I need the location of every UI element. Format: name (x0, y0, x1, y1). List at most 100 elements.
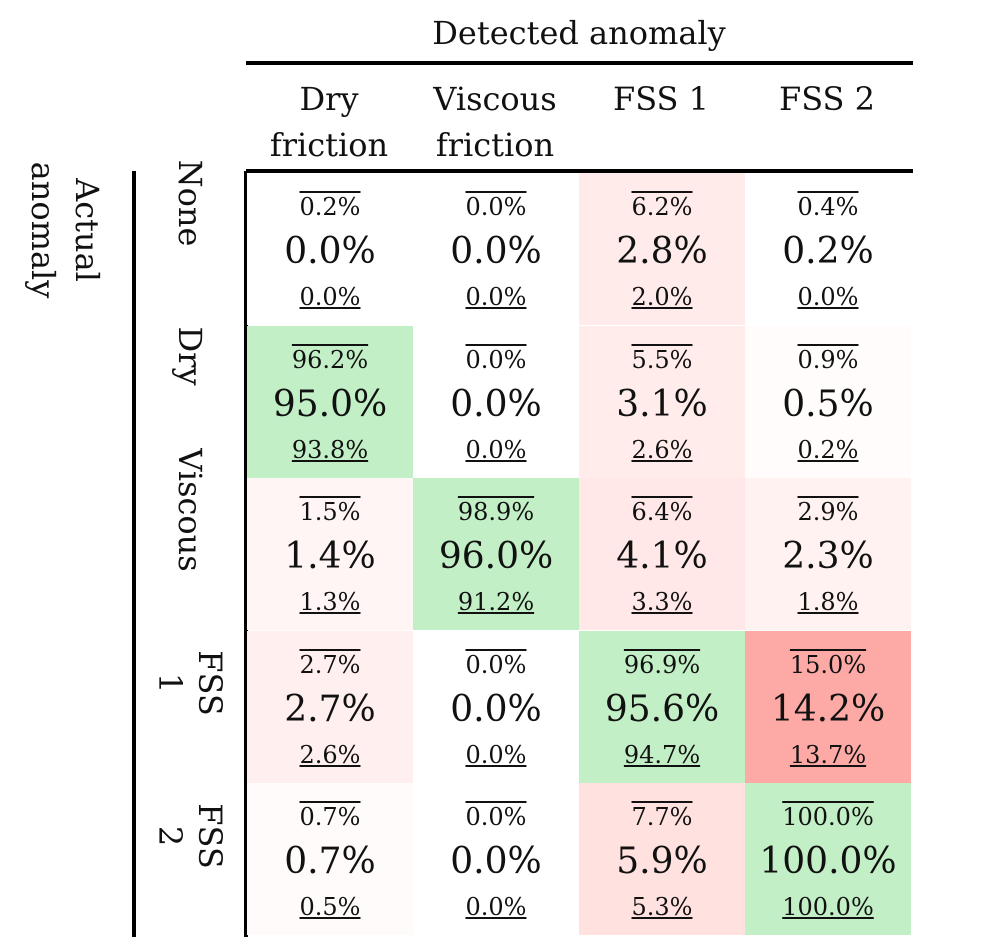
row-label-line1: Viscous (171, 448, 209, 572)
cell-lower-bound: 2.6% (631, 436, 693, 464)
cell-lower-bound: 93.8% (291, 436, 369, 464)
cell-upper-bound: 0.7% (299, 803, 361, 831)
cell-upper-bound: 0.0% (465, 193, 527, 221)
matrix-cell: 6.2% 2.8% 2.0% (579, 173, 745, 325)
cell-lower-bound: 100.0% (782, 893, 874, 921)
matrix-cell: 96.2% 95.0% 93.8% (247, 326, 413, 478)
matrix-cell: 0.0% 0.0% 0.0% (413, 631, 579, 783)
cell-value: 3.1% (616, 384, 708, 425)
cell-value: 95.6% (604, 689, 720, 730)
cell-value: 0.0% (450, 689, 542, 730)
cell-value: 5.9% (616, 841, 708, 882)
matrix-cell: 0.0% 0.0% 0.0% (413, 173, 579, 325)
cell-lower-bound: 1.8% (797, 588, 859, 616)
cell-lower-bound: 94.7% (623, 741, 701, 769)
cell-upper-bound: 7.7% (631, 803, 693, 831)
column-label-viscous-friction: Viscous friction (412, 76, 578, 168)
row-label-line2: 1 (151, 672, 189, 694)
cell-lower-bound: 91.2% (457, 588, 535, 616)
header-rule (246, 169, 913, 173)
cell-lower-bound: 2.6% (299, 741, 361, 769)
cell-value: 2.3% (782, 536, 874, 577)
cell-upper-bound: 6.2% (631, 193, 693, 221)
cell-value: 96.0% (438, 536, 554, 577)
cell-lower-bound: 0.0% (797, 283, 859, 311)
column-label-line1: FSS 2 (778, 80, 875, 118)
matrix-cell: 7.7% 5.9% 5.3% (579, 783, 745, 935)
matrix-cell: 0.7% 0.7% 0.5% (247, 783, 413, 935)
column-label-fss-1: FSS 1 (578, 76, 744, 122)
cell-value: 1.4% (284, 536, 376, 577)
cell-value: 0.5% (782, 384, 874, 425)
cell-upper-bound: 100.0% (782, 803, 874, 831)
actual-anomaly-line2: anomaly (24, 161, 62, 299)
cell-value: 0.2% (782, 231, 874, 272)
column-label-line1: Viscous (433, 80, 557, 118)
cell-upper-bound: 15.0% (789, 651, 867, 679)
matrix-cell: 98.9% 96.0% 91.2% (413, 478, 579, 630)
matrix-cell: 0.2% 0.0% 0.0% (247, 173, 413, 325)
detected-anomaly-title: Detected anomaly (432, 14, 726, 52)
top-rule (246, 61, 913, 65)
cell-upper-bound: 96.9% (623, 651, 701, 679)
cell-upper-bound: 1.5% (299, 498, 361, 526)
cell-upper-bound: 0.0% (465, 651, 527, 679)
cell-value: 0.7% (284, 841, 376, 882)
row-label-rule (132, 171, 136, 937)
cell-upper-bound: 0.0% (465, 803, 527, 831)
matrix-cell: 1.5% 1.4% 1.3% (247, 478, 413, 630)
cell-upper-bound: 96.2% (291, 346, 369, 374)
matrix-cell: 0.0% 0.0% 0.0% (413, 326, 579, 478)
cell-upper-bound: 0.0% (465, 346, 527, 374)
cell-lower-bound: 2.0% (631, 283, 693, 311)
cell-value: 95.0% (272, 384, 388, 425)
cell-lower-bound: 0.0% (465, 893, 527, 921)
cell-value: 0.0% (284, 231, 376, 272)
cell-lower-bound: 0.2% (797, 436, 859, 464)
cell-value: 2.8% (616, 231, 708, 272)
cell-lower-bound: 0.0% (465, 283, 527, 311)
column-label-dry-friction: Dry friction (246, 76, 412, 168)
cell-value: 4.1% (616, 536, 708, 577)
column-label-line1: FSS 1 (612, 80, 709, 118)
matrix-cell: 6.4% 4.1% 3.3% (579, 478, 745, 630)
cell-upper-bound: 0.2% (299, 193, 361, 221)
matrix-cell: 15.0% 14.2% 13.7% (745, 631, 911, 783)
cell-value: 0.0% (450, 384, 542, 425)
actual-anomaly-line1: Actual (68, 178, 106, 282)
matrix-cell: 100.0% 100.0% 100.0% (745, 783, 911, 935)
cell-value: 0.0% (450, 841, 542, 882)
cell-upper-bound: 0.9% (797, 346, 859, 374)
row-label-line1: FSS (191, 650, 229, 716)
column-label-line1: Dry (299, 80, 359, 118)
row-label-line1: FSS (191, 803, 229, 869)
cell-value: 100.0% (759, 841, 897, 882)
cell-upper-bound: 6.4% (631, 498, 693, 526)
cell-lower-bound: 0.5% (299, 893, 361, 921)
cell-upper-bound: 2.7% (299, 651, 361, 679)
cell-lower-bound: 13.7% (789, 741, 867, 769)
matrix-left-rule (244, 171, 248, 937)
cell-lower-bound: 0.0% (465, 436, 527, 464)
matrix-cell: 0.4% 0.2% 0.0% (745, 173, 911, 325)
cell-upper-bound: 98.9% (457, 498, 535, 526)
cell-lower-bound: 1.3% (299, 588, 361, 616)
matrix-cell: 2.7% 2.7% 2.6% (247, 631, 413, 783)
cell-value: 2.7% (284, 689, 376, 730)
matrix-cell: 2.9% 2.3% 1.8% (745, 478, 911, 630)
cell-lower-bound: 0.0% (465, 741, 527, 769)
cell-lower-bound: 5.3% (631, 893, 693, 921)
cell-lower-bound: 0.0% (299, 283, 361, 311)
cell-upper-bound: 2.9% (797, 498, 859, 526)
row-label-line1: None (171, 159, 209, 247)
matrix-cell: 0.9% 0.5% 0.2% (745, 326, 911, 478)
cell-upper-bound: 5.5% (631, 346, 693, 374)
row-label-line1: Dry (171, 326, 209, 386)
cell-value: 14.2% (770, 689, 886, 730)
cell-upper-bound: 0.4% (797, 193, 859, 221)
column-label-line2: friction (269, 126, 389, 164)
cell-lower-bound: 3.3% (631, 588, 693, 616)
matrix-cell: 5.5% 3.1% 2.6% (579, 326, 745, 478)
row-label-line2: 2 (151, 825, 189, 847)
column-label-fss-2: FSS 2 (744, 76, 910, 122)
